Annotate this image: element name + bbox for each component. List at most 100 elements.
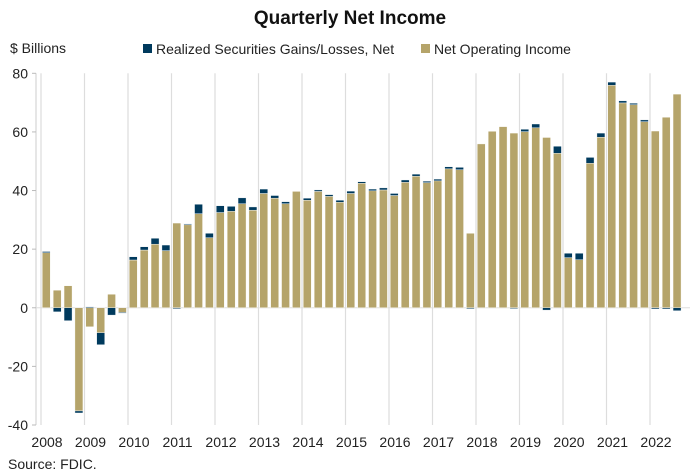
bar-securities-gains: [629, 102, 638, 105]
bar-securities-gains: [118, 312, 127, 314]
x-tick-label: 2008: [31, 434, 62, 450]
y-tick-label: 80: [12, 65, 28, 81]
bar-net-operating-income: [400, 182, 410, 308]
bar-securities-gains: [640, 119, 649, 122]
legend: Realized Securities Gains/Losses, Net Ne…: [143, 41, 571, 57]
bar-net-operating-income: [346, 193, 355, 308]
bar-net-operating-income: [520, 131, 529, 308]
bar-net-operating-income: [63, 285, 73, 308]
bar-securities-gains: [509, 307, 519, 309]
bar-net-operating-income: [433, 180, 442, 308]
bar-net-operating-income: [139, 249, 149, 308]
bar-net-operating-income: [335, 202, 345, 308]
bar-net-operating-income: [672, 93, 682, 308]
source-note: Source: FDIC.: [8, 456, 97, 472]
x-tick-label: 2015: [336, 434, 367, 450]
bar-securities-gains: [324, 194, 334, 197]
bar-net-operating-income: [509, 132, 519, 308]
bar-net-operating-income: [651, 130, 660, 308]
bar-securities-gains: [259, 188, 268, 194]
bar-net-operating-income: [411, 175, 421, 308]
bar-securities-gains: [237, 197, 247, 204]
bar-net-operating-income: [205, 237, 214, 308]
bar-securities-gains: [661, 307, 671, 310]
x-tick-label: 2019: [510, 434, 541, 450]
x-tick-label: 2022: [640, 434, 671, 450]
x-tick-label: 2010: [118, 434, 149, 450]
x-tick-label: 2020: [553, 434, 584, 450]
x-tick-label: 2012: [205, 434, 236, 450]
bar-securities-gains: [129, 256, 138, 261]
legend-swatch-noi: [421, 44, 430, 53]
bar-net-operating-income: [324, 196, 334, 308]
x-tick-label: 2009: [75, 434, 106, 450]
bar-securities-gains: [313, 189, 323, 192]
y-axis-label: $ Billions: [10, 40, 66, 56]
y-tick-label: 0: [20, 300, 28, 316]
bar-securities-gains: [161, 244, 171, 251]
bar-net-operating-income: [42, 252, 51, 308]
bar-net-operating-income: [531, 127, 540, 308]
bar-net-operating-income: [161, 250, 171, 308]
bar-securities-gains: [455, 167, 464, 170]
bar-securities-gains: [303, 197, 312, 201]
bar-securities-gains: [205, 233, 214, 238]
bar-securities-gains: [444, 166, 453, 170]
bar-net-operating-income: [640, 121, 649, 308]
bar-net-operating-income: [422, 182, 432, 308]
bar-net-operating-income: [313, 191, 323, 308]
bar-securities-gains: [335, 200, 345, 203]
bar-net-operating-income: [172, 222, 182, 308]
bar-securities-gains: [542, 307, 551, 311]
y-tick-label: -20: [8, 358, 28, 374]
bar-securities-gains: [42, 251, 51, 253]
x-tick-label: 2021: [597, 434, 628, 450]
bar-net-operating-income: [183, 224, 192, 308]
bar-securities-gains: [85, 306, 95, 308]
bar-securities-gains: [531, 123, 540, 129]
bar-securities-gains: [346, 190, 355, 194]
bar-securities-gains: [248, 206, 258, 211]
bar-securities-gains: [651, 307, 660, 310]
bar-net-operating-income: [596, 136, 606, 308]
bar-net-operating-income: [629, 104, 638, 308]
bar-securities-gains: [216, 205, 225, 213]
bar-securities-gains: [390, 193, 399, 196]
bar-net-operating-income: [216, 212, 225, 308]
y-tick-label: 40: [12, 183, 28, 199]
bar-net-operating-income: [248, 209, 258, 308]
x-tick-label: 2018: [466, 434, 497, 450]
bar-net-operating-income: [237, 203, 247, 308]
legend-label-securities: Realized Securities Gains/Losses, Net: [156, 41, 394, 57]
bar-net-operating-income: [270, 197, 279, 308]
bar-net-operating-income: [74, 307, 84, 412]
x-tick-label: 2014: [292, 434, 323, 450]
bar-securities-gains: [194, 204, 203, 214]
bar-net-operating-income: [564, 257, 573, 308]
y-tick-label: 60: [12, 124, 28, 140]
bar-net-operating-income: [281, 203, 290, 308]
bar-net-operating-income: [96, 307, 105, 333]
bar-securities-gains: [433, 178, 442, 182]
x-tick-label: 2011: [162, 434, 192, 450]
chart-title: Quarterly Net Income: [254, 8, 446, 29]
bar-net-operating-income: [390, 195, 399, 308]
bar-securities-gains: [150, 238, 160, 245]
bar-net-operating-income: [574, 259, 584, 308]
bar-net-operating-income: [444, 168, 453, 308]
bar-net-operating-income: [226, 211, 236, 308]
bar-securities-gains: [672, 307, 682, 311]
bar-net-operating-income: [498, 126, 508, 308]
y-tick-label: 20: [12, 241, 28, 257]
bar-securities-gains: [96, 332, 105, 345]
bar-net-operating-income: [477, 143, 486, 308]
y-tick-label: -40: [8, 417, 28, 433]
bar-securities-gains: [422, 180, 432, 183]
bar-securities-gains: [564, 253, 573, 258]
bar-net-operating-income: [194, 213, 203, 308]
bar-net-operating-income: [357, 183, 366, 308]
bar-securities-gains: [368, 188, 377, 192]
bar-securities-gains: [281, 201, 290, 204]
bar-net-operating-income: [607, 85, 616, 308]
